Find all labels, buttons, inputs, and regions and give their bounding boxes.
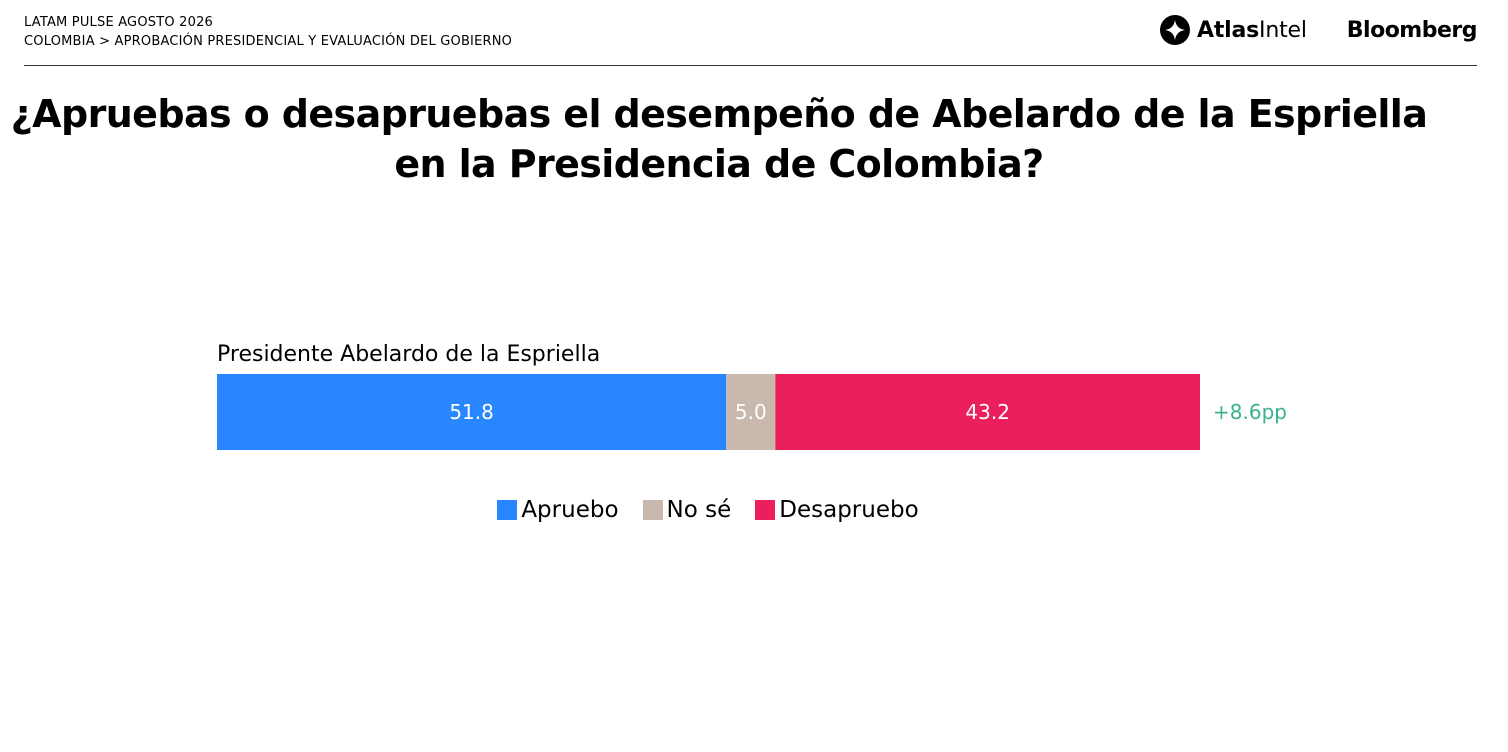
bar-segment-2: [775, 374, 1200, 450]
legend-item-0: Apruebo: [497, 497, 619, 523]
legend-swatch: [755, 500, 776, 520]
legend-label: Desapruebo: [779, 497, 919, 523]
atlasintel-logo: AtlasIntel: [1159, 14, 1307, 46]
chart-title: ¿Apruebas o desapruebas el desempeño de …: [0, 89, 1438, 189]
atlasintel-wordmark: AtlasIntel: [1197, 17, 1307, 43]
legend-item-1: No sé: [642, 497, 732, 523]
chart-title-line-2: en la Presidencia de Colombia?: [394, 142, 1044, 186]
report-header: LATAM PULSE AGOSTO 2026 COLOMBIA > APROB…: [24, 13, 512, 51]
bar-segment-0: [217, 374, 727, 450]
legend-swatch: [642, 500, 663, 520]
data-label-0: 51.8: [449, 400, 494, 424]
data-label-1: 5.0: [735, 400, 767, 424]
report-breadcrumb: COLOMBIA > APROBACIÓN PRESIDENCIAL Y EVA…: [24, 34, 513, 49]
category-label: Presidente Abelardo de la Espriella: [217, 342, 600, 367]
bloomberg-logo: Bloomberg: [1346, 17, 1478, 43]
legend-swatch: [497, 500, 518, 520]
legend-label: Apruebo: [521, 497, 619, 523]
legend-item-2: Desapruebo: [755, 497, 919, 523]
report-series-title: LATAM PULSE AGOSTO 2026: [24, 15, 214, 30]
net-approval-label: +8.6pp: [1213, 400, 1287, 424]
bar-segment-1: [726, 374, 776, 450]
chart-legend: Apruebo No sé Desapruebo: [0, 497, 1416, 523]
data-label-2: 43.2: [965, 400, 1010, 424]
atlasintel-mark-icon: [1160, 15, 1191, 45]
chart-title-line-1: ¿Apruebas o desapruebas el desempeño de …: [10, 92, 1428, 136]
legend-label: No sé: [666, 497, 732, 523]
logos: AtlasIntel Bloomberg: [1159, 14, 1478, 46]
header-divider: [24, 65, 1477, 66]
